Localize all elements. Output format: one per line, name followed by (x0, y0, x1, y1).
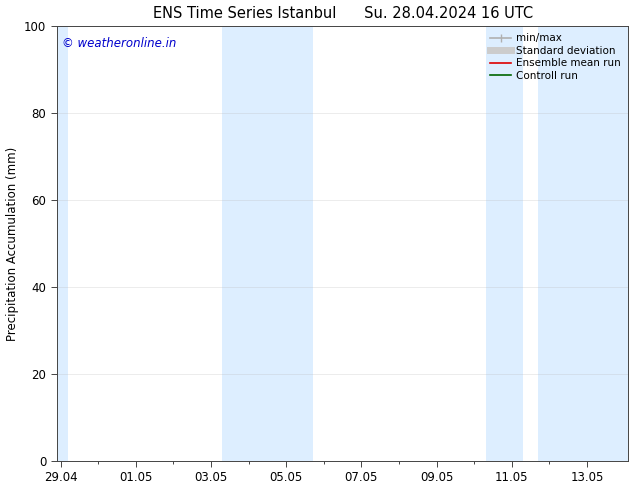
Legend: min/max, Standard deviation, Ensemble mean run, Controll run: min/max, Standard deviation, Ensemble me… (488, 31, 623, 83)
Bar (486, 26, 523, 461)
Bar (223, 26, 313, 461)
Bar (57, 26, 68, 461)
Y-axis label: Precipitation Accumulation (mm): Precipitation Accumulation (mm) (6, 147, 18, 341)
Bar (538, 26, 628, 461)
Title: ENS Time Series Istanbul      Su. 28.04.2024 16 UTC: ENS Time Series Istanbul Su. 28.04.2024 … (153, 5, 533, 21)
Text: © weatheronline.in: © weatheronline.in (63, 37, 177, 50)
